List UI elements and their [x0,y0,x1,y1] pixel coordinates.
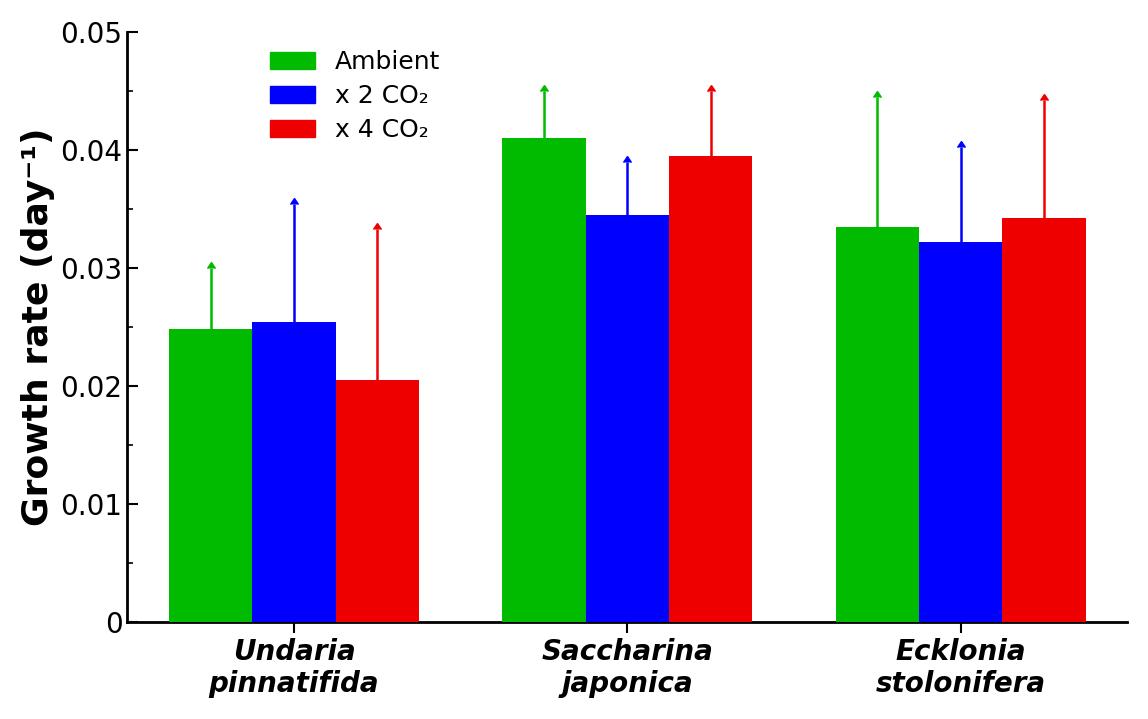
Bar [335,380,419,622]
Bar [669,156,752,622]
Y-axis label: Growth rate (day⁻¹): Growth rate (day⁻¹) [21,127,55,526]
Bar [836,226,918,622]
Bar [253,322,335,622]
Legend: Ambient, x 2 CO₂, x 4 CO₂: Ambient, x 2 CO₂, x 4 CO₂ [270,50,440,142]
Bar [503,138,585,622]
Bar [1002,219,1086,622]
Bar [585,215,669,622]
Bar [918,242,1002,622]
Bar [169,329,253,622]
